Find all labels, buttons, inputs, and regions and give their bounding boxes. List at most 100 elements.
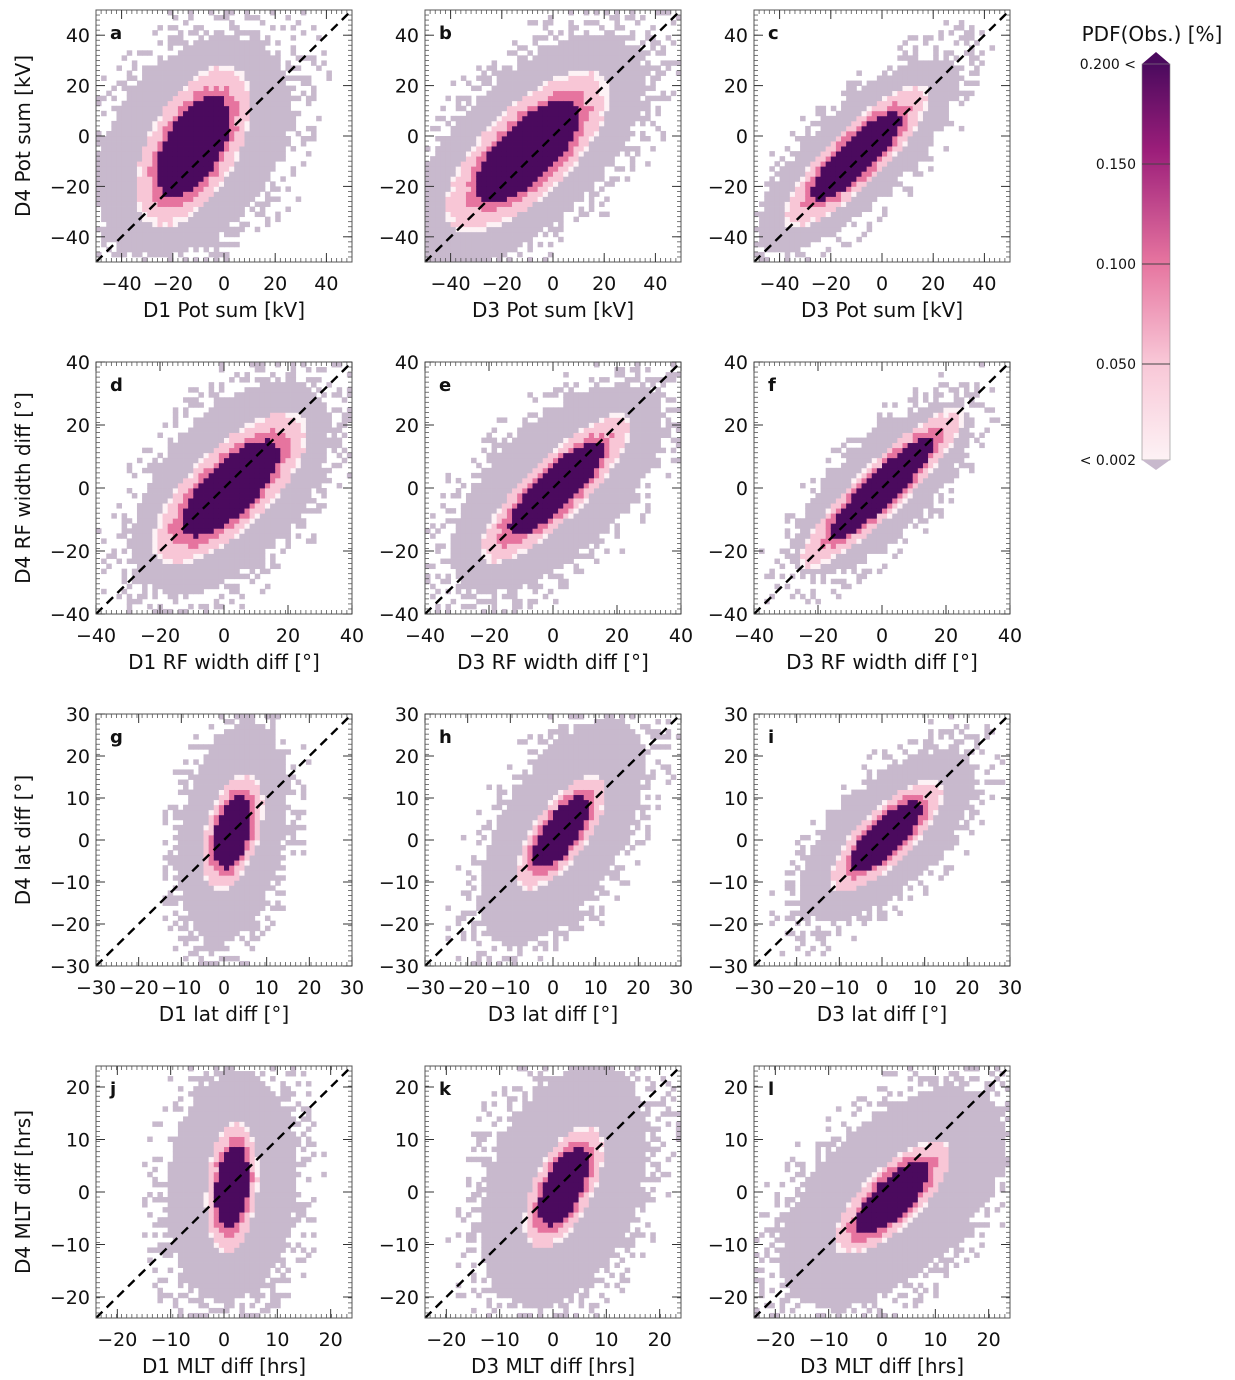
- heatmap-cell: [264, 75, 271, 81]
- heatmap-cell: [254, 65, 261, 71]
- heatmap-cell: [476, 226, 482, 233]
- heatmap-cell: [517, 171, 523, 177]
- heatmap-cell: [573, 130, 579, 137]
- heatmap-cell: [218, 75, 225, 81]
- heatmap-cell: [532, 85, 539, 92]
- heatmap-cell: [943, 50, 949, 56]
- heatmap-cell: [634, 45, 641, 51]
- heatmap-cell: [183, 236, 189, 243]
- heatmap-cell: [177, 442, 184, 449]
- heatmap-cell: [573, 85, 579, 92]
- heatmap-cell: [634, 70, 641, 76]
- heatmap-cell: [943, 60, 949, 66]
- heatmap-cell: [912, 70, 919, 76]
- heatmap-cell: [198, 538, 204, 544]
- heatmap-cell: [578, 45, 585, 51]
- heatmap-cell: [563, 141, 569, 147]
- heatmap-cell: [522, 136, 528, 142]
- heatmap-cell: [213, 100, 220, 107]
- heatmap-cell: [573, 45, 579, 51]
- heatmap-cell: [167, 151, 174, 157]
- heatmap-cell: [527, 125, 533, 132]
- heatmap-cell: [213, 156, 220, 162]
- heatmap-cell: [259, 70, 266, 76]
- heatmap-cell: [254, 70, 261, 76]
- heatmap-cell: [244, 186, 250, 192]
- heatmap-cell: [106, 226, 112, 233]
- heatmap-cell: [501, 90, 508, 97]
- heatmap-cell: [425, 186, 431, 192]
- heatmap-cell: [254, 125, 261, 132]
- heatmap-cell: [106, 216, 112, 223]
- heatmap-cell: [254, 50, 261, 56]
- heatmap-cell: [537, 146, 544, 152]
- heatmap-cell: [101, 110, 107, 117]
- heatmap-cell: [121, 211, 128, 218]
- heatmap-cell: [563, 156, 569, 162]
- heatmap-cell: [208, 437, 215, 444]
- heatmap-cell: [162, 65, 169, 71]
- heatmap-cell: [902, 146, 908, 152]
- heatmap-cell: [208, 156, 215, 162]
- heatmap-cell: [558, 181, 564, 187]
- heatmap-cell: [588, 161, 595, 167]
- heatmap-cell: [224, 206, 230, 212]
- heatmap-cell: [183, 568, 189, 575]
- heatmap-cell: [254, 362, 261, 368]
- heatmap-cell: [264, 412, 271, 418]
- heatmap-cell: [208, 196, 215, 202]
- heatmap-cell: [152, 593, 158, 600]
- heatmap-cell: [203, 90, 210, 97]
- heatmap-cell: [568, 95, 574, 102]
- heatmap-cell: [290, 115, 297, 122]
- heatmap-cell: [629, 80, 636, 86]
- heatmap-cell: [162, 141, 169, 147]
- heatmap-cell: [203, 216, 210, 223]
- heatmap-cell: [558, 206, 564, 212]
- heatmap-cell: [321, 50, 327, 56]
- heatmap-cell: [897, 45, 903, 51]
- heatmap-cell: [224, 563, 230, 570]
- heatmap-cell: [481, 191, 487, 197]
- heatmap-cell: [259, 65, 266, 71]
- heatmap-cell: [491, 216, 498, 223]
- heatmap-cell: [167, 452, 174, 459]
- heatmap-cell: [142, 166, 148, 172]
- heatmap-cell: [136, 191, 143, 197]
- heatmap-cell: [203, 246, 210, 253]
- heatmap-cell: [136, 226, 143, 233]
- heatmap-cell: [116, 246, 122, 253]
- heatmap-cell: [599, 146, 605, 152]
- heatmap-cell: [506, 65, 513, 71]
- heatmap-cell: [882, 166, 888, 172]
- heatmap-cell: [188, 528, 194, 534]
- heatmap-cell: [193, 201, 199, 207]
- heatmap-cell: [224, 518, 230, 524]
- heatmap-cell: [491, 221, 498, 228]
- heatmap-cell: [810, 181, 816, 187]
- heatmap-cell: [172, 130, 179, 137]
- heatmap-cell: [969, 90, 975, 97]
- heatmap-cell: [907, 130, 914, 137]
- heatmap-cell: [203, 146, 210, 152]
- heatmap-cell: [882, 191, 888, 197]
- heatmap-cell: [208, 40, 215, 46]
- heatmap-cell: [897, 130, 903, 137]
- heatmap-cell: [264, 477, 271, 484]
- heatmap-cell: [866, 161, 873, 167]
- heatmap-cell: [769, 246, 775, 253]
- heatmap-cell: [455, 95, 462, 102]
- heatmap-cell: [229, 407, 235, 413]
- heatmap-cell: [183, 412, 189, 418]
- heatmap-cell: [188, 191, 194, 197]
- heatmap-cell: [794, 246, 801, 253]
- heatmap-cell: [547, 211, 554, 218]
- heatmap-cell: [558, 55, 564, 61]
- heatmap-cell: [126, 95, 133, 102]
- heatmap-cell: [573, 35, 579, 41]
- heatmap-cell: [455, 256, 462, 262]
- heatmap-cell: [624, 80, 631, 86]
- heatmap-cell: [805, 141, 811, 147]
- heatmap-cell: [435, 146, 441, 152]
- heatmap-cell: [810, 186, 816, 192]
